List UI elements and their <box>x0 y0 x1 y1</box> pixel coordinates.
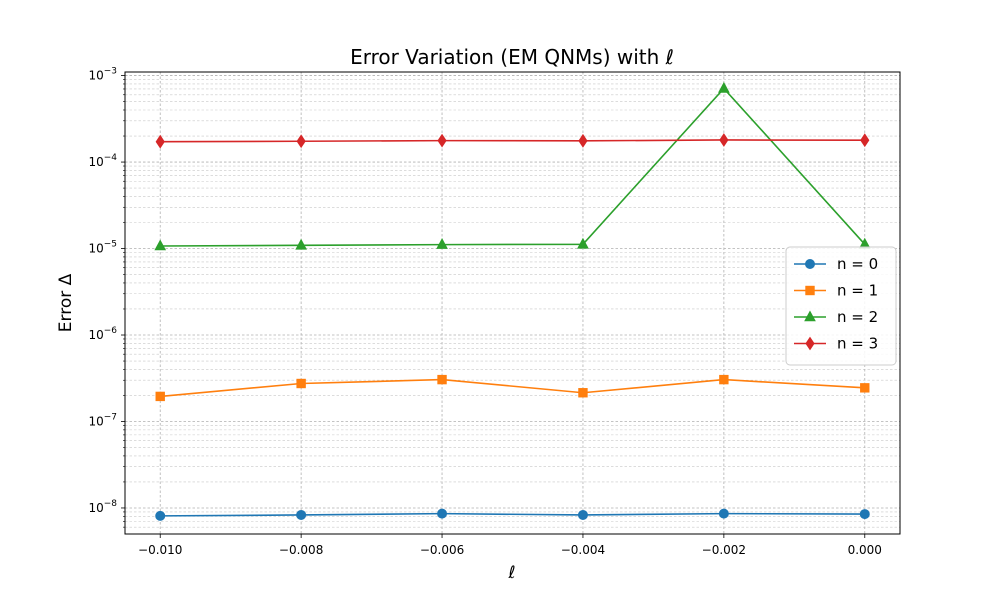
series-1-point <box>155 391 165 402</box>
x-tick-label: 0.000 <box>848 543 882 557</box>
series-line-1 <box>160 378 865 398</box>
y-axis-label: Error Δ <box>56 273 76 332</box>
series-2-point <box>718 81 730 93</box>
y-tick-label: 10−5 <box>88 240 117 256</box>
series-0-point <box>577 509 588 520</box>
legend-entry-label: n = 3 <box>837 335 878 353</box>
series-2-point <box>436 238 448 249</box>
legend-entry-label: n = 0 <box>837 255 878 273</box>
series-1 <box>155 374 870 402</box>
x-axis-ticks: −0.010 −0.008 −0.006 −0.004 −0.002 0.000 <box>138 534 882 557</box>
x-tick-label: −0.002 <box>702 543 746 557</box>
chart-title: Error Variation (EM QNMs) with ℓ <box>350 45 674 69</box>
legend-marker <box>804 310 816 322</box>
series-2-point <box>295 238 307 250</box>
series-2-point <box>154 239 167 251</box>
series-line-2 <box>160 87 866 247</box>
series-layer <box>154 81 871 521</box>
series-1-point <box>578 388 588 398</box>
legend-marker <box>805 285 815 296</box>
y-tick-label: 10−8 <box>88 499 117 515</box>
x-axis-label: ℓ <box>507 563 515 583</box>
legend-entry-label: n = 2 <box>837 308 878 326</box>
legend-box <box>785 246 897 366</box>
series-0-point <box>296 509 307 520</box>
series-0-point <box>718 508 729 519</box>
series-2 <box>154 81 871 251</box>
x-tick-label: −0.006 <box>420 543 464 557</box>
series-0-point <box>859 509 870 520</box>
series-3-point <box>578 133 588 148</box>
series-3-point <box>296 134 306 149</box>
series-line-3 <box>160 139 865 143</box>
series-1-point <box>437 374 447 385</box>
series-3-point <box>719 133 729 147</box>
legend-entry-label: n = 1 <box>837 282 878 300</box>
series-line-0 <box>160 512 865 517</box>
series-1-point <box>719 374 729 385</box>
series-3 <box>155 133 870 149</box>
x-tick-label: −0.008 <box>279 543 323 557</box>
series-0-point <box>437 508 448 519</box>
y-tick-label: 10−6 <box>88 326 117 342</box>
x-tick-label: −0.004 <box>561 543 605 557</box>
series-3-point <box>437 133 447 148</box>
series-2-point <box>577 237 589 249</box>
series-1-point <box>860 383 870 393</box>
series-3-point <box>155 134 165 149</box>
series-0 <box>155 508 870 521</box>
y-tick-label: 10−3 <box>88 67 117 83</box>
legend-marker <box>805 259 815 269</box>
series-0-point <box>155 510 166 521</box>
series-3-point <box>860 133 870 148</box>
y-axis-ticks: 10−8 10−7 10−6 10−5 10−4 10−3 <box>88 67 125 528</box>
y-tick-label: 10−7 <box>88 412 117 428</box>
y-tick-label: 10−4 <box>88 153 117 169</box>
plot-frame <box>124 71 901 535</box>
legend-marker <box>805 336 815 351</box>
x-tick-label: −0.010 <box>138 543 182 557</box>
legend: n = 0 n = 1 n = 2 n = 3 <box>785 246 897 366</box>
series-1-point <box>296 378 306 389</box>
